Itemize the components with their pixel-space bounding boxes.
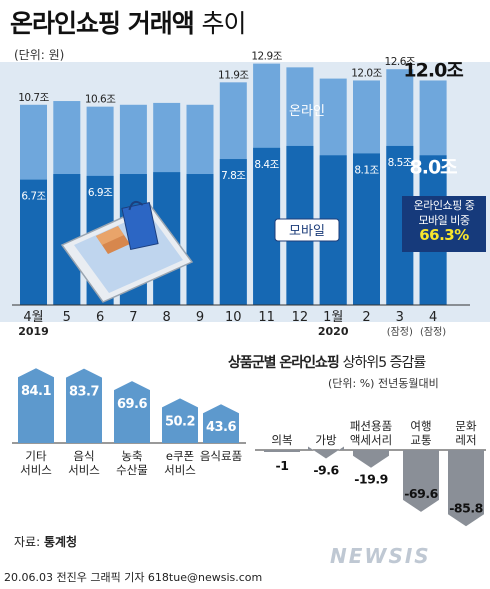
category-label: 레저 bbox=[455, 433, 476, 447]
category-label: 서비스 bbox=[68, 463, 100, 477]
increase-arrow-bar bbox=[203, 404, 239, 443]
mobile-bar bbox=[219, 159, 247, 305]
x-tick-label: 10 bbox=[225, 310, 242, 325]
online-value-label: 10.7조 bbox=[18, 92, 49, 104]
x-tick-label: 11 bbox=[258, 310, 275, 325]
category-chart-title: 상품군별 온라인쇼핑 상하위5 증감률 bbox=[228, 355, 426, 371]
mobile-value-label: 8.4조 bbox=[254, 159, 279, 171]
increase-arrow-bar bbox=[114, 381, 150, 443]
x-tick-label: 9 bbox=[196, 310, 204, 325]
mobile-value-label: 8.0조 bbox=[410, 156, 458, 178]
x-tick-label: 3 bbox=[396, 310, 404, 325]
decrease-value-label: -69.6 bbox=[404, 486, 438, 501]
x-tick-label: 2 bbox=[362, 310, 370, 325]
decrease-arrow-bar bbox=[403, 450, 439, 512]
category-label: 수산물 bbox=[116, 463, 148, 477]
category-label: 가방 bbox=[315, 433, 337, 447]
decrease-arrow-bar bbox=[308, 446, 344, 459]
category-label: 교통 bbox=[410, 433, 431, 447]
category-chart-note: (단위: %) 전년동월대비 bbox=[328, 377, 439, 390]
source-line: 자료: 통계청 bbox=[14, 535, 78, 549]
decrease-value-label: -85.8 bbox=[449, 500, 483, 515]
credit-line: 20.06.03 전진우 그래픽 기자 618tue@newsis.com bbox=[4, 571, 263, 584]
decrease-arrow-bar bbox=[264, 450, 300, 452]
mobile-bar bbox=[20, 179, 47, 305]
mobile-series-tag: 모바일 bbox=[289, 224, 325, 239]
category-label: 음식 bbox=[73, 449, 94, 463]
increase-value-label: 84.1 bbox=[21, 384, 52, 399]
mobile-bar bbox=[186, 174, 214, 305]
category-arrow-chart: 84.1기타서비스83.7음식서비스69.6농축수산물50.2e쿠폰서비스43.… bbox=[12, 368, 486, 527]
newsis-logo: NEWSIS bbox=[330, 544, 431, 568]
shopping-bag-icon bbox=[121, 201, 159, 251]
increase-value-label: 43.6 bbox=[206, 420, 237, 435]
x-tick-label: 12 bbox=[292, 310, 309, 325]
ratio-percent: 66.3% bbox=[419, 226, 469, 244]
x-tick-label: 7 bbox=[129, 310, 137, 325]
provisional-label: (잠정) bbox=[420, 326, 446, 338]
mobile-value-label: 7.8조 bbox=[221, 170, 246, 182]
decrease-arrow-bar bbox=[448, 450, 484, 527]
mobile-bar bbox=[353, 153, 380, 305]
category-label: 음식료품 bbox=[200, 449, 242, 463]
phone-illustration bbox=[60, 200, 194, 303]
online-value-label: 12.9조 bbox=[251, 51, 282, 63]
category-label: 여행 bbox=[410, 419, 431, 433]
increase-arrow-bar bbox=[18, 368, 54, 443]
mobile-value-label: 6.9조 bbox=[88, 187, 113, 199]
mobile-value-label: 6.7조 bbox=[21, 191, 46, 203]
category-label: 농축 bbox=[121, 449, 142, 463]
shopping-bag-handle bbox=[128, 200, 144, 211]
increase-arrow-bar bbox=[66, 368, 102, 443]
category-label: 패션용품 bbox=[350, 419, 392, 433]
online-value-label: 12.6조 bbox=[385, 56, 416, 68]
gift-box-top bbox=[96, 226, 124, 245]
category-label: 액세서리 bbox=[350, 433, 392, 447]
ratio-line1: 온라인쇼핑 중 bbox=[413, 199, 475, 212]
x-tick-label: 4 bbox=[429, 310, 437, 325]
decrease-arrow-bar bbox=[353, 450, 389, 468]
category-label: e쿠폰 bbox=[166, 449, 194, 463]
unit-label: (단위: 원) bbox=[14, 48, 65, 62]
year-label: 2019 bbox=[18, 325, 49, 338]
provisional-label: (잠정) bbox=[387, 326, 413, 338]
increase-value-label: 69.6 bbox=[117, 397, 148, 412]
online-value-label: 11.9조 bbox=[218, 69, 249, 81]
decrease-value-label: -9.6 bbox=[313, 463, 339, 478]
increase-value-label: 50.2 bbox=[165, 414, 195, 429]
x-tick-label: 8 bbox=[163, 310, 171, 325]
online-series-tag: 온라인 bbox=[289, 104, 325, 119]
ratio-line2: 모바일 비중 bbox=[418, 214, 470, 227]
mobile-tag-box bbox=[274, 218, 340, 242]
year-label: 2020 bbox=[318, 325, 349, 338]
decrease-value-label: -19.9 bbox=[354, 472, 388, 487]
increase-arrow-bar bbox=[162, 398, 198, 443]
mobile-value-label: 8.5조 bbox=[388, 157, 413, 169]
decrease-value-label: -1 bbox=[276, 458, 289, 473]
x-tick-label: 5 bbox=[63, 310, 71, 325]
x-tick-label: 1월 bbox=[323, 310, 343, 325]
category-label: 문화 bbox=[455, 419, 477, 433]
x-tick-label: 6 bbox=[96, 310, 104, 325]
category-label: 의복 bbox=[271, 433, 292, 447]
online-value-label: 12.0조 bbox=[403, 59, 463, 81]
online-value-label: 10.6조 bbox=[85, 94, 116, 106]
online-value-label: 12.0조 bbox=[351, 67, 382, 79]
x-tick-label: 4월 bbox=[23, 310, 43, 325]
mobile-ratio-box: 온라인쇼핑 중 모바일 비중 66.3% bbox=[402, 196, 486, 252]
chart-title: 온라인쇼핑 거래액 추이 bbox=[10, 9, 246, 38]
mobile-value-label: 8.1조 bbox=[354, 164, 379, 176]
category-label: 기타 bbox=[25, 449, 47, 463]
increase-value-label: 83.7 bbox=[69, 385, 100, 400]
category-label: 서비스 bbox=[164, 463, 196, 477]
category-label: 서비스 bbox=[20, 463, 52, 477]
